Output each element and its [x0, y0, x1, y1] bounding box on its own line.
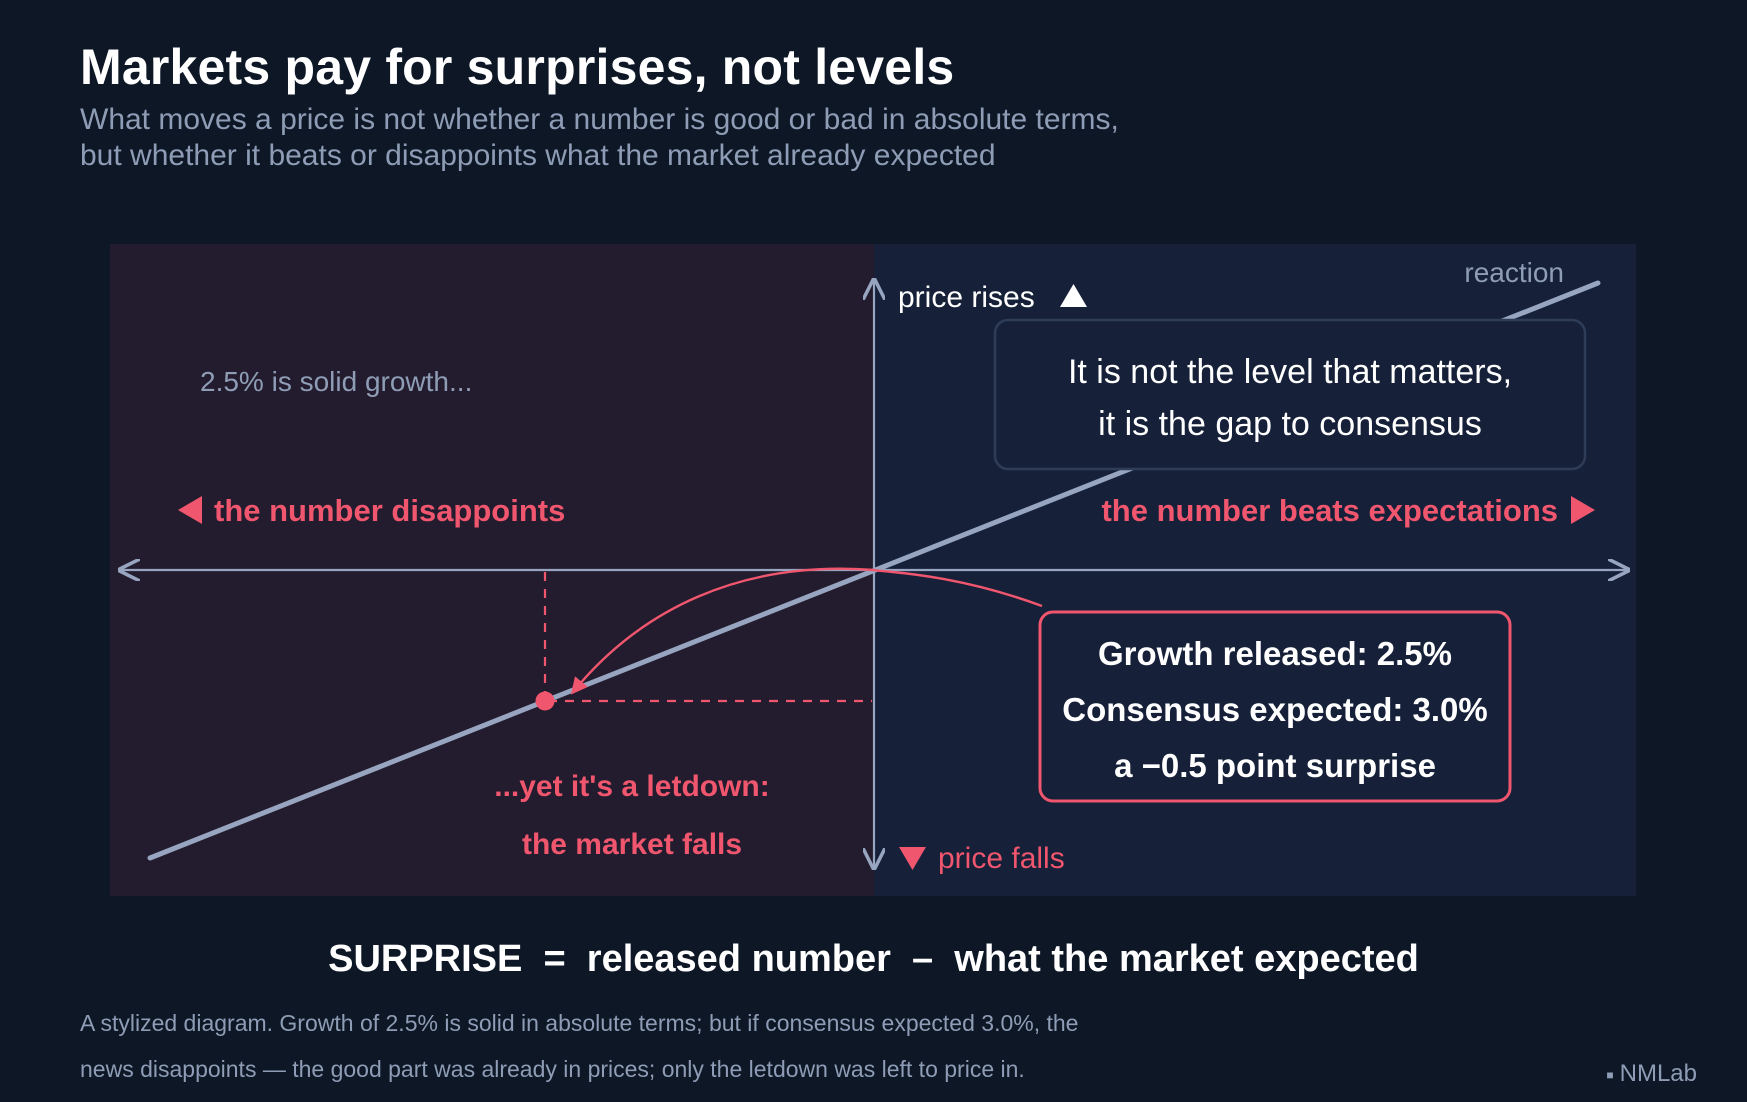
callout-line-1: It is not the level that matters,	[1068, 353, 1512, 391]
subtitle-line-2: but whether it beats or disappoints what…	[80, 139, 996, 172]
letdown-label: ...yet it's a letdown:	[494, 770, 770, 803]
caption-line-2: news disappoints — the good part was alr…	[80, 1056, 1025, 1082]
triangle-left-icon	[178, 496, 202, 524]
surprise-arc	[570, 567, 1043, 695]
surprise-formula: SURPRISE = released number – what the ma…	[328, 938, 1419, 980]
caption-line-1: A stylized diagram. Growth of 2.5% is so…	[80, 1010, 1079, 1036]
subtitle-line-1: What moves a price is not whether a numb…	[80, 103, 1119, 136]
disappoints-label: the number disappoints	[214, 493, 565, 528]
info-line-surprise: a −0.5 point surprise	[1114, 747, 1436, 784]
square-bullet-icon: ■	[1606, 1067, 1614, 1082]
brand-name: NMLab	[1619, 1060, 1697, 1087]
price-rises-label: price rises	[898, 281, 1035, 314]
page-title: Markets pay for surprises, not levels	[80, 39, 955, 95]
market-falls-label: the market falls	[522, 828, 742, 861]
info-line-released: Growth released: 2.5%	[1098, 635, 1452, 672]
info-box	[1038, 610, 1512, 803]
brand-mark: ■ NMLab	[1606, 1060, 1697, 1088]
price-falls-label: price falls	[938, 842, 1065, 875]
info-line-consensus: Consensus expected: 3.0%	[1062, 691, 1488, 728]
beats-expectations-label: the number beats expectations	[1101, 493, 1558, 528]
callout-line-2: it is the gap to consensus	[1098, 405, 1482, 443]
reaction-label: reaction	[1464, 257, 1564, 288]
triangle-up-icon	[1060, 284, 1087, 307]
callout-box	[993, 318, 1587, 471]
solid-growth-note: 2.5% is solid growth...	[200, 366, 472, 397]
triangle-down-icon	[899, 847, 926, 870]
triangle-right-icon	[1571, 496, 1595, 524]
caption: A stylized diagram. Growth of 2.5% is so…	[80, 1000, 1380, 1092]
page-subtitle: What moves a price is not whether a numb…	[80, 102, 1380, 174]
released-point	[535, 691, 555, 711]
